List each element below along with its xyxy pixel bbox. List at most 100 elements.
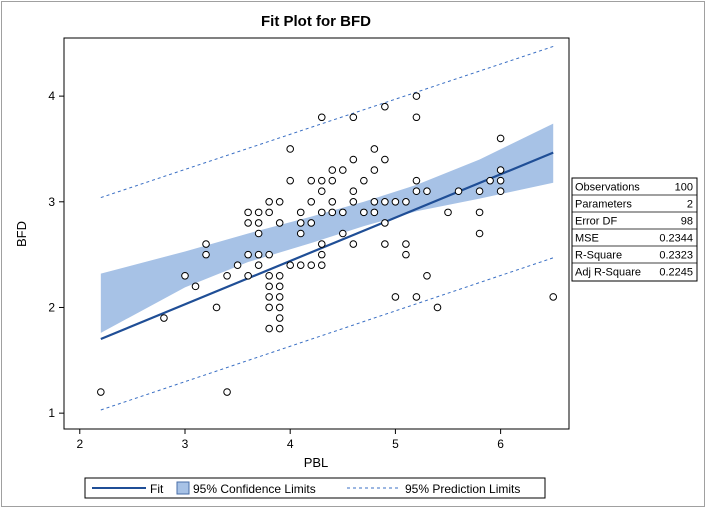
data-point [328, 166, 337, 174]
stats-label: R-Square [575, 250, 622, 262]
data-point [496, 187, 505, 196]
data-point [223, 388, 231, 396]
data-point [265, 197, 273, 206]
data-point [286, 176, 294, 185]
data-point [412, 113, 421, 122]
data-point [275, 197, 284, 206]
data-point [244, 250, 252, 259]
legend-confidence-swatch [176, 481, 190, 495]
data-point [254, 219, 263, 227]
data-point [402, 197, 410, 206]
confidence-band-layer [100, 123, 554, 333]
data-point [402, 240, 410, 248]
data-point [381, 219, 389, 227]
data-point [307, 261, 316, 270]
prediction-limit-lower [100, 257, 554, 411]
data-point [202, 240, 210, 248]
data-point [317, 261, 326, 270]
stats-label: Adj R-Square [575, 267, 641, 279]
data-point [317, 176, 326, 185]
data-point [402, 250, 410, 259]
data-point [370, 208, 379, 217]
data-point [475, 208, 484, 217]
data-point [370, 145, 379, 153]
data-point [317, 208, 326, 217]
data-point [360, 208, 368, 217]
data-point [191, 282, 200, 291]
data-point [233, 261, 242, 270]
data-point [275, 314, 284, 322]
data-point [212, 303, 221, 312]
legend: Fit 95% Confidence Limits 95% Prediction… [84, 477, 546, 499]
data-point [286, 261, 294, 270]
data-point [254, 261, 263, 270]
data-point [244, 219, 252, 227]
data-point [433, 303, 442, 312]
data-point [265, 282, 273, 291]
data-point [349, 155, 358, 164]
data-point [317, 240, 326, 248]
data-point [412, 176, 421, 185]
legend-fit-label: Fit [150, 482, 164, 496]
data-point [496, 176, 505, 185]
fit-line [100, 151, 554, 340]
data-point [275, 271, 284, 280]
x-tick-label: 2 [76, 437, 83, 451]
data-point [307, 176, 316, 185]
data-point [275, 282, 284, 291]
prediction-limit-upper [100, 45, 554, 199]
data-point [275, 303, 284, 312]
confidence-band [100, 123, 554, 333]
data-point [423, 271, 431, 280]
data-point [381, 240, 389, 248]
data-point [496, 134, 505, 143]
data-point [181, 271, 189, 280]
data-point [360, 176, 368, 185]
data-point [244, 208, 252, 217]
data-point [349, 113, 358, 122]
x-tick-label: 3 [182, 437, 189, 451]
data-point [296, 219, 305, 227]
data-point [265, 271, 273, 280]
stats-value: 0.2323 [659, 250, 693, 262]
data-point [296, 208, 305, 217]
y-tick-label: 3 [48, 195, 55, 209]
data-point [475, 187, 484, 196]
data-point [475, 229, 484, 238]
data-point [391, 293, 400, 301]
stats-rows: Observations 100 Parameters 2 Error DF 98 MSE 0… [572, 182, 697, 279]
data-point [317, 113, 326, 122]
data-point [349, 197, 358, 206]
data-point [275, 293, 284, 301]
data-point [381, 155, 389, 164]
y-tick-label: 4 [48, 89, 55, 103]
x-tick-label: 6 [497, 437, 504, 451]
data-point [370, 166, 379, 174]
data-point [339, 208, 347, 217]
data-point [275, 219, 284, 227]
data-point [423, 187, 431, 196]
chart-title: Fit Plot for BFD [261, 13, 371, 30]
scatter-points-layer [97, 92, 558, 396]
y-tick-label: 2 [48, 300, 55, 314]
data-point [265, 250, 273, 259]
data-point [381, 197, 389, 206]
data-point [412, 92, 421, 100]
data-point [328, 197, 337, 206]
data-point [349, 240, 358, 248]
data-point [328, 208, 337, 217]
data-point [317, 250, 326, 259]
data-point [265, 303, 273, 312]
data-point [381, 102, 389, 111]
axis-ticks-layer: 2 3 4 5 6 1 2 3 4 [48, 89, 504, 451]
data-point [275, 324, 284, 333]
data-point [317, 187, 326, 196]
data-point [412, 187, 421, 196]
data-point [307, 219, 316, 227]
stats-value: 0.2344 [659, 233, 693, 245]
data-point [202, 250, 210, 259]
plot-area [63, 37, 570, 430]
legend-confidence-label: 95% Confidence Limits [193, 482, 316, 496]
data-point [391, 197, 400, 206]
